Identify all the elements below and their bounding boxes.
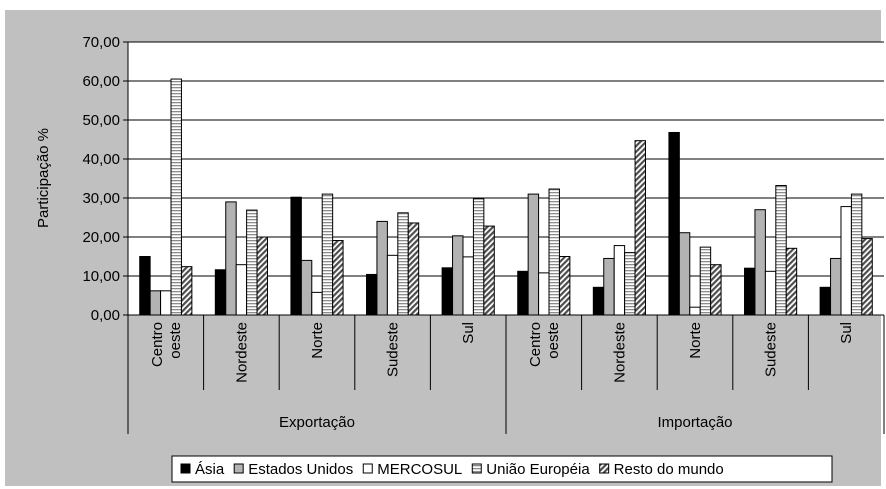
y-tick-label: 60,00 [82, 73, 120, 90]
bar [744, 267, 756, 316]
x-group-label: Importação [657, 414, 732, 431]
y-tick-labels: 0,00 10,00 20,00 30,00 40,00 50,00 60,00 70,00 [82, 34, 120, 324]
x-tick-label: oeste [167, 322, 184, 359]
bar [332, 240, 344, 316]
bar [819, 286, 832, 316]
bar [754, 209, 766, 316]
x-tick-label: Sul [838, 322, 855, 344]
x-tick-label: Sudeste [763, 322, 780, 377]
bar [256, 236, 268, 316]
bar [235, 264, 248, 316]
bar [452, 235, 464, 316]
legend-label: União Européia [486, 461, 590, 478]
legend-swatch [471, 463, 482, 474]
bar [483, 225, 495, 316]
legend-swatch [180, 463, 191, 474]
legend-swatch [599, 463, 610, 474]
x-tick-label: Nordeste [233, 322, 250, 383]
legend-label: Estados Unidos [248, 461, 353, 478]
bar [376, 220, 388, 316]
x-group-labels: Exportação Importação [279, 414, 732, 431]
bar [538, 272, 550, 316]
bar [678, 232, 691, 316]
bar [149, 290, 162, 316]
y-tick-label: 50,00 [82, 112, 120, 129]
bar [180, 266, 193, 316]
y-tick-label: 20,00 [82, 229, 120, 246]
x-category-labels: Centro oeste Nordeste Norte Sudeste Sul Centro… [149, 322, 855, 383]
legend-label: MERCOSUL [377, 461, 462, 478]
y-tick-label: 30,00 [82, 190, 120, 207]
bar [548, 188, 560, 316]
bar [170, 78, 182, 316]
x-tick-label: oeste [545, 322, 562, 359]
legend-swatch [362, 463, 373, 474]
x-tick-label: Norte [687, 322, 704, 359]
bar [462, 256, 474, 316]
legend-box [171, 455, 833, 483]
bar [689, 306, 701, 316]
bar [527, 193, 540, 316]
x-tick-label: Centro [527, 322, 544, 367]
y-tick-label: 70,00 [82, 34, 120, 51]
bar [592, 286, 605, 316]
legend: Ásia Estados Unidos MERCOSUL União Européia… [171, 455, 833, 483]
bar [441, 267, 454, 316]
x-tick-label: Centro [149, 322, 166, 367]
bar [472, 198, 485, 316]
bar [366, 273, 378, 316]
bar [830, 257, 842, 316]
bar [214, 269, 227, 316]
bar [840, 206, 852, 316]
bar [311, 291, 323, 316]
bar [624, 252, 636, 316]
x-tick-label: Sudeste [385, 322, 402, 377]
x-group-label: Exportação [279, 414, 355, 431]
bar [225, 201, 237, 316]
y-tick-label: 10,00 [82, 268, 120, 285]
bar [785, 247, 798, 316]
bar [699, 246, 712, 316]
y-tick-label: 0,00 [91, 307, 120, 324]
bar [861, 238, 873, 316]
x-tick-label: Norte [309, 322, 326, 359]
bar [634, 140, 646, 316]
legend-label: Ásia [195, 461, 225, 478]
bar [397, 212, 409, 316]
bar [300, 259, 313, 316]
bars [139, 78, 873, 316]
x-tick-label: Sul [460, 322, 477, 344]
bar [558, 256, 571, 316]
bar [613, 245, 626, 316]
bar [668, 131, 680, 316]
bar [764, 270, 777, 316]
bar [386, 254, 399, 316]
x-tick-label: Nordeste [611, 322, 628, 383]
bar [850, 193, 863, 316]
bar [775, 185, 787, 316]
bar [290, 196, 302, 316]
legend-label: Resto do mundo [614, 461, 724, 478]
legend-swatch [233, 463, 244, 474]
bar [517, 270, 529, 316]
axes [123, 41, 885, 434]
bar [407, 222, 420, 316]
bar [160, 290, 172, 316]
y-tick-label: 40,00 [82, 151, 120, 168]
bar [321, 193, 334, 316]
bar [710, 264, 722, 316]
bar [139, 256, 151, 316]
bar [246, 209, 258, 316]
y-axis-label: Participação % [35, 128, 52, 228]
bar [603, 257, 615, 316]
